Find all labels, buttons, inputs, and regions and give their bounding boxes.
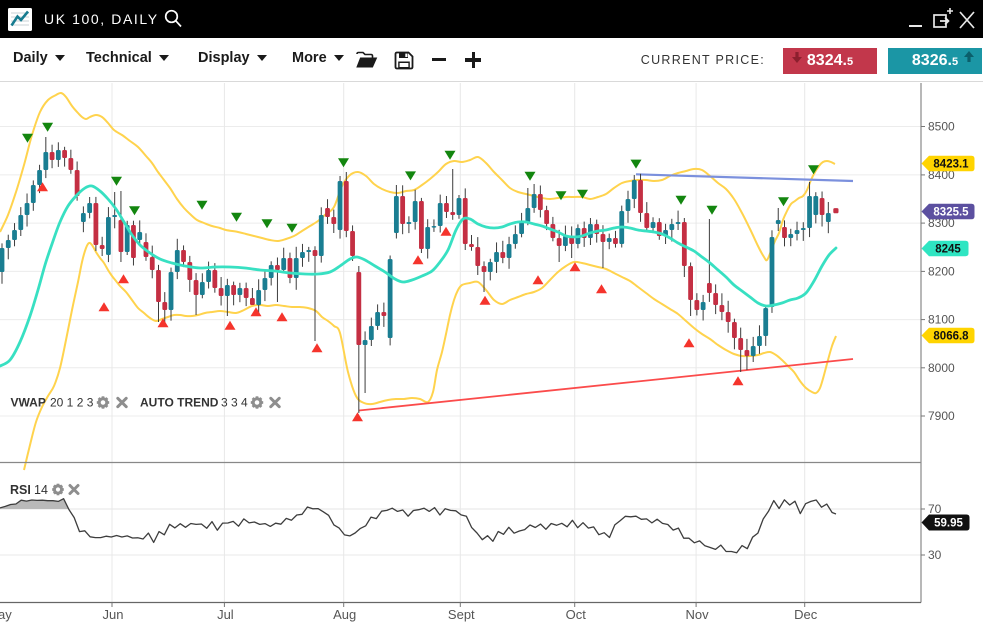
svg-text:Aug: Aug (333, 607, 356, 622)
svg-text:8423.1: 8423.1 (933, 159, 969, 171)
svg-text:30: 30 (928, 548, 942, 562)
svg-text:8400: 8400 (928, 168, 955, 182)
svg-text:RSI: RSI (10, 483, 31, 497)
svg-text:8100: 8100 (928, 313, 955, 327)
svg-text:7900: 7900 (928, 409, 955, 423)
svg-text:8325.5: 8325.5 (933, 207, 969, 219)
svg-text:14: 14 (34, 483, 48, 497)
svg-text:AUTO TREND: AUTO TREND (140, 396, 219, 410)
svg-text:Nov: Nov (686, 607, 710, 622)
svg-text:ay: ay (0, 607, 12, 622)
svg-text:VWAP: VWAP (11, 396, 46, 410)
svg-text:8500: 8500 (928, 120, 955, 134)
svg-text:3 3 4: 3 3 4 (221, 396, 248, 410)
svg-text:Jul: Jul (217, 607, 234, 622)
svg-text:8245: 8245 (935, 244, 961, 256)
svg-text:8000: 8000 (928, 361, 955, 375)
svg-text:8200: 8200 (928, 264, 955, 278)
svg-text:Oct: Oct (566, 607, 587, 622)
svg-text:59.95: 59.95 (934, 518, 963, 530)
svg-text:20 1 2 3: 20 1 2 3 (50, 396, 94, 410)
svg-text:70: 70 (928, 502, 942, 516)
svg-text:Sept: Sept (448, 607, 475, 622)
svg-text:8300: 8300 (928, 216, 955, 230)
svg-text:Dec: Dec (794, 607, 818, 622)
svg-text:8066.8: 8066.8 (933, 331, 969, 343)
svg-text:Jun: Jun (103, 607, 124, 622)
